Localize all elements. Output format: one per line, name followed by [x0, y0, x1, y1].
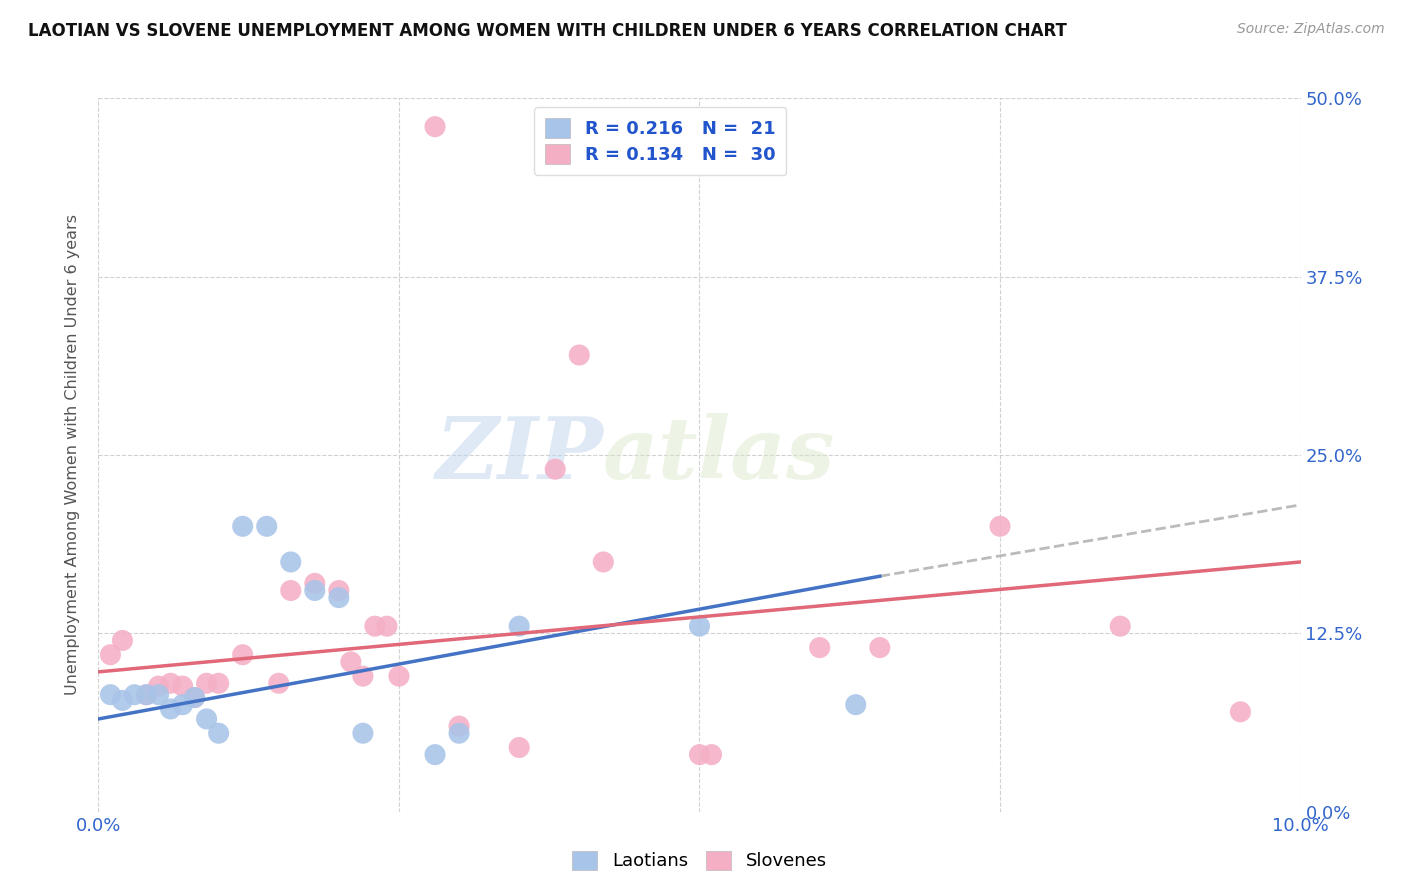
Point [352, 669, 374, 683]
Point [111, 693, 134, 707]
Point [172, 679, 194, 693]
Point [544, 462, 567, 476]
Point [135, 688, 157, 702]
Text: atlas: atlas [603, 413, 835, 497]
Point [256, 519, 278, 533]
Point [195, 676, 218, 690]
Point [280, 555, 302, 569]
Y-axis label: Unemployment Among Women with Children Under 6 years: Unemployment Among Women with Children U… [65, 214, 80, 696]
Point [988, 519, 1011, 533]
Point [111, 633, 134, 648]
Point [508, 619, 530, 633]
Point [148, 688, 170, 702]
Point [280, 583, 302, 598]
Point [304, 576, 326, 591]
Point [689, 747, 711, 762]
Point [340, 655, 363, 669]
Point [208, 676, 231, 690]
Point [508, 740, 530, 755]
Point [568, 348, 591, 362]
Text: Source: ZipAtlas.com: Source: ZipAtlas.com [1237, 22, 1385, 37]
Point [124, 688, 146, 702]
Point [1229, 705, 1251, 719]
Point [267, 676, 290, 690]
Point [208, 726, 231, 740]
Point [1109, 619, 1132, 633]
Point [159, 676, 181, 690]
Point [447, 726, 470, 740]
Point [183, 690, 205, 705]
Point [232, 519, 254, 533]
Point [100, 648, 122, 662]
Point [328, 591, 350, 605]
Point [364, 619, 387, 633]
Point [700, 747, 723, 762]
Point [100, 688, 122, 702]
Point [135, 688, 157, 702]
Legend: Laotians, Slovenes: Laotians, Slovenes [565, 843, 834, 878]
Point [304, 583, 326, 598]
Point [689, 619, 711, 633]
Point [808, 640, 831, 655]
Text: LAOTIAN VS SLOVENE UNEMPLOYMENT AMONG WOMEN WITH CHILDREN UNDER 6 YEARS CORRELAT: LAOTIAN VS SLOVENE UNEMPLOYMENT AMONG WO… [28, 22, 1067, 40]
Point [183, 690, 205, 705]
Point [592, 555, 614, 569]
Point [232, 648, 254, 662]
Point [352, 726, 374, 740]
Point [172, 698, 194, 712]
Point [375, 619, 398, 633]
Text: ZIP: ZIP [436, 413, 603, 497]
Point [423, 120, 446, 134]
Point [423, 747, 446, 762]
Point [388, 669, 411, 683]
Point [845, 698, 868, 712]
Point [328, 583, 350, 598]
Point [447, 719, 470, 733]
Point [869, 640, 891, 655]
Point [195, 712, 218, 726]
Point [159, 702, 181, 716]
Point [148, 679, 170, 693]
